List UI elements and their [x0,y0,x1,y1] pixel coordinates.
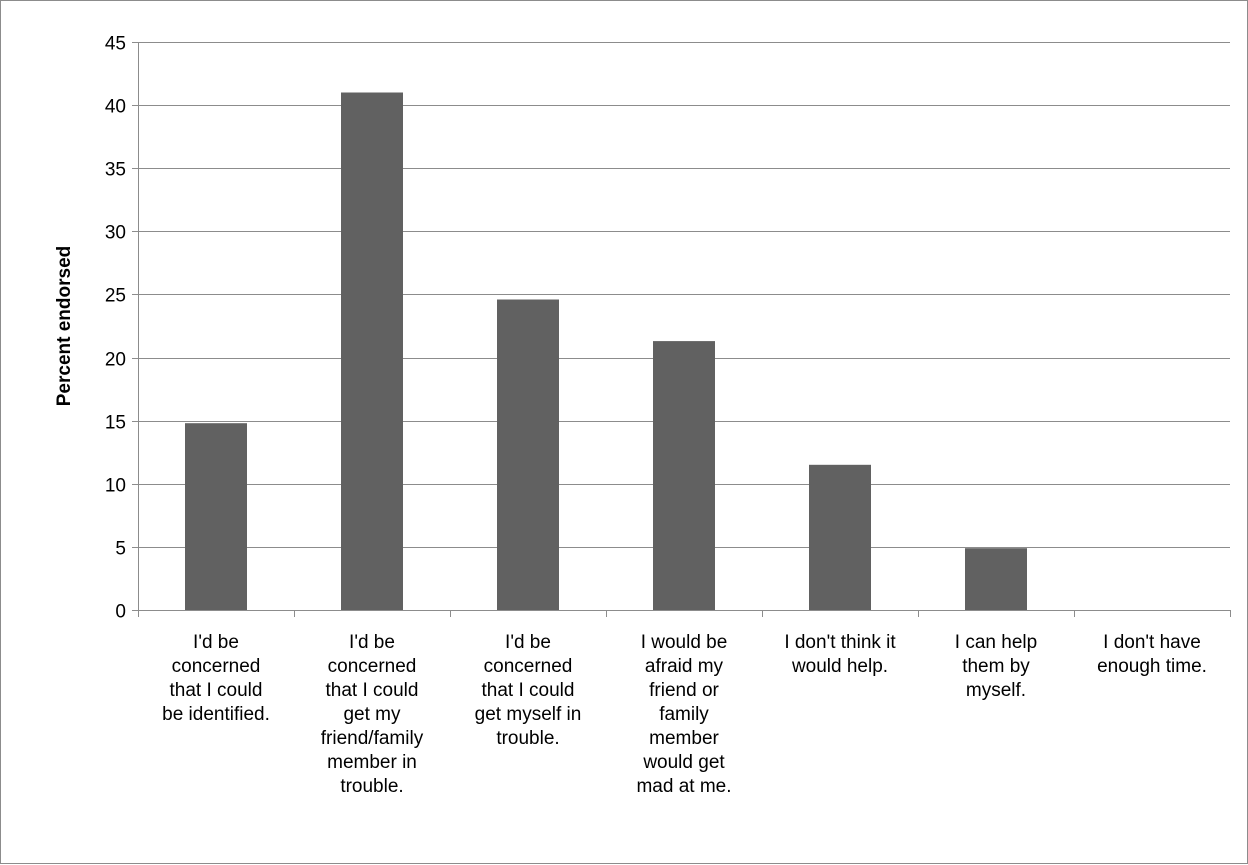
bar [497,299,559,610]
y-tick-label: 10 [105,476,126,497]
bar [809,464,871,610]
y-tick-label: 15 [105,413,126,434]
y-axis-title: Percent endorsed [54,246,75,407]
x-category-label: I'd be concerned that I could get my friend/… [321,632,424,797]
x-category-labels: I'd be concerned that I could be identified… [162,632,1207,797]
y-tick-label: 20 [105,350,126,371]
x-category-label: I don't think it would help. [784,632,896,677]
x-category-label: I don't have enough time. [1097,632,1207,677]
x-category-label: I would be afraid my friend or family member… [636,632,731,797]
y-tick-label: 40 [105,97,126,118]
y-tick-label: 25 [105,286,126,307]
y-tick-label: 35 [105,160,126,181]
axes [132,42,1231,617]
x-category-label: I can help them by myself. [955,632,1037,701]
y-tick-label: 45 [105,34,126,55]
y-tick-label: 5 [115,539,126,560]
bar [341,92,403,610]
bar [653,341,715,610]
y-tick-label: 0 [115,602,126,623]
x-category-label: I'd be concerned that I could get myself in… [475,632,582,749]
bar [965,548,1027,610]
gridlines [138,42,1230,548]
x-category-label: I'd be concerned that I could be identified… [162,632,270,725]
bar [185,423,247,610]
y-tick-labels: 0 5 10 15 20 25 30 35 40 45 [105,34,126,623]
bars [185,92,1027,610]
y-tick-label: 30 [105,223,126,244]
